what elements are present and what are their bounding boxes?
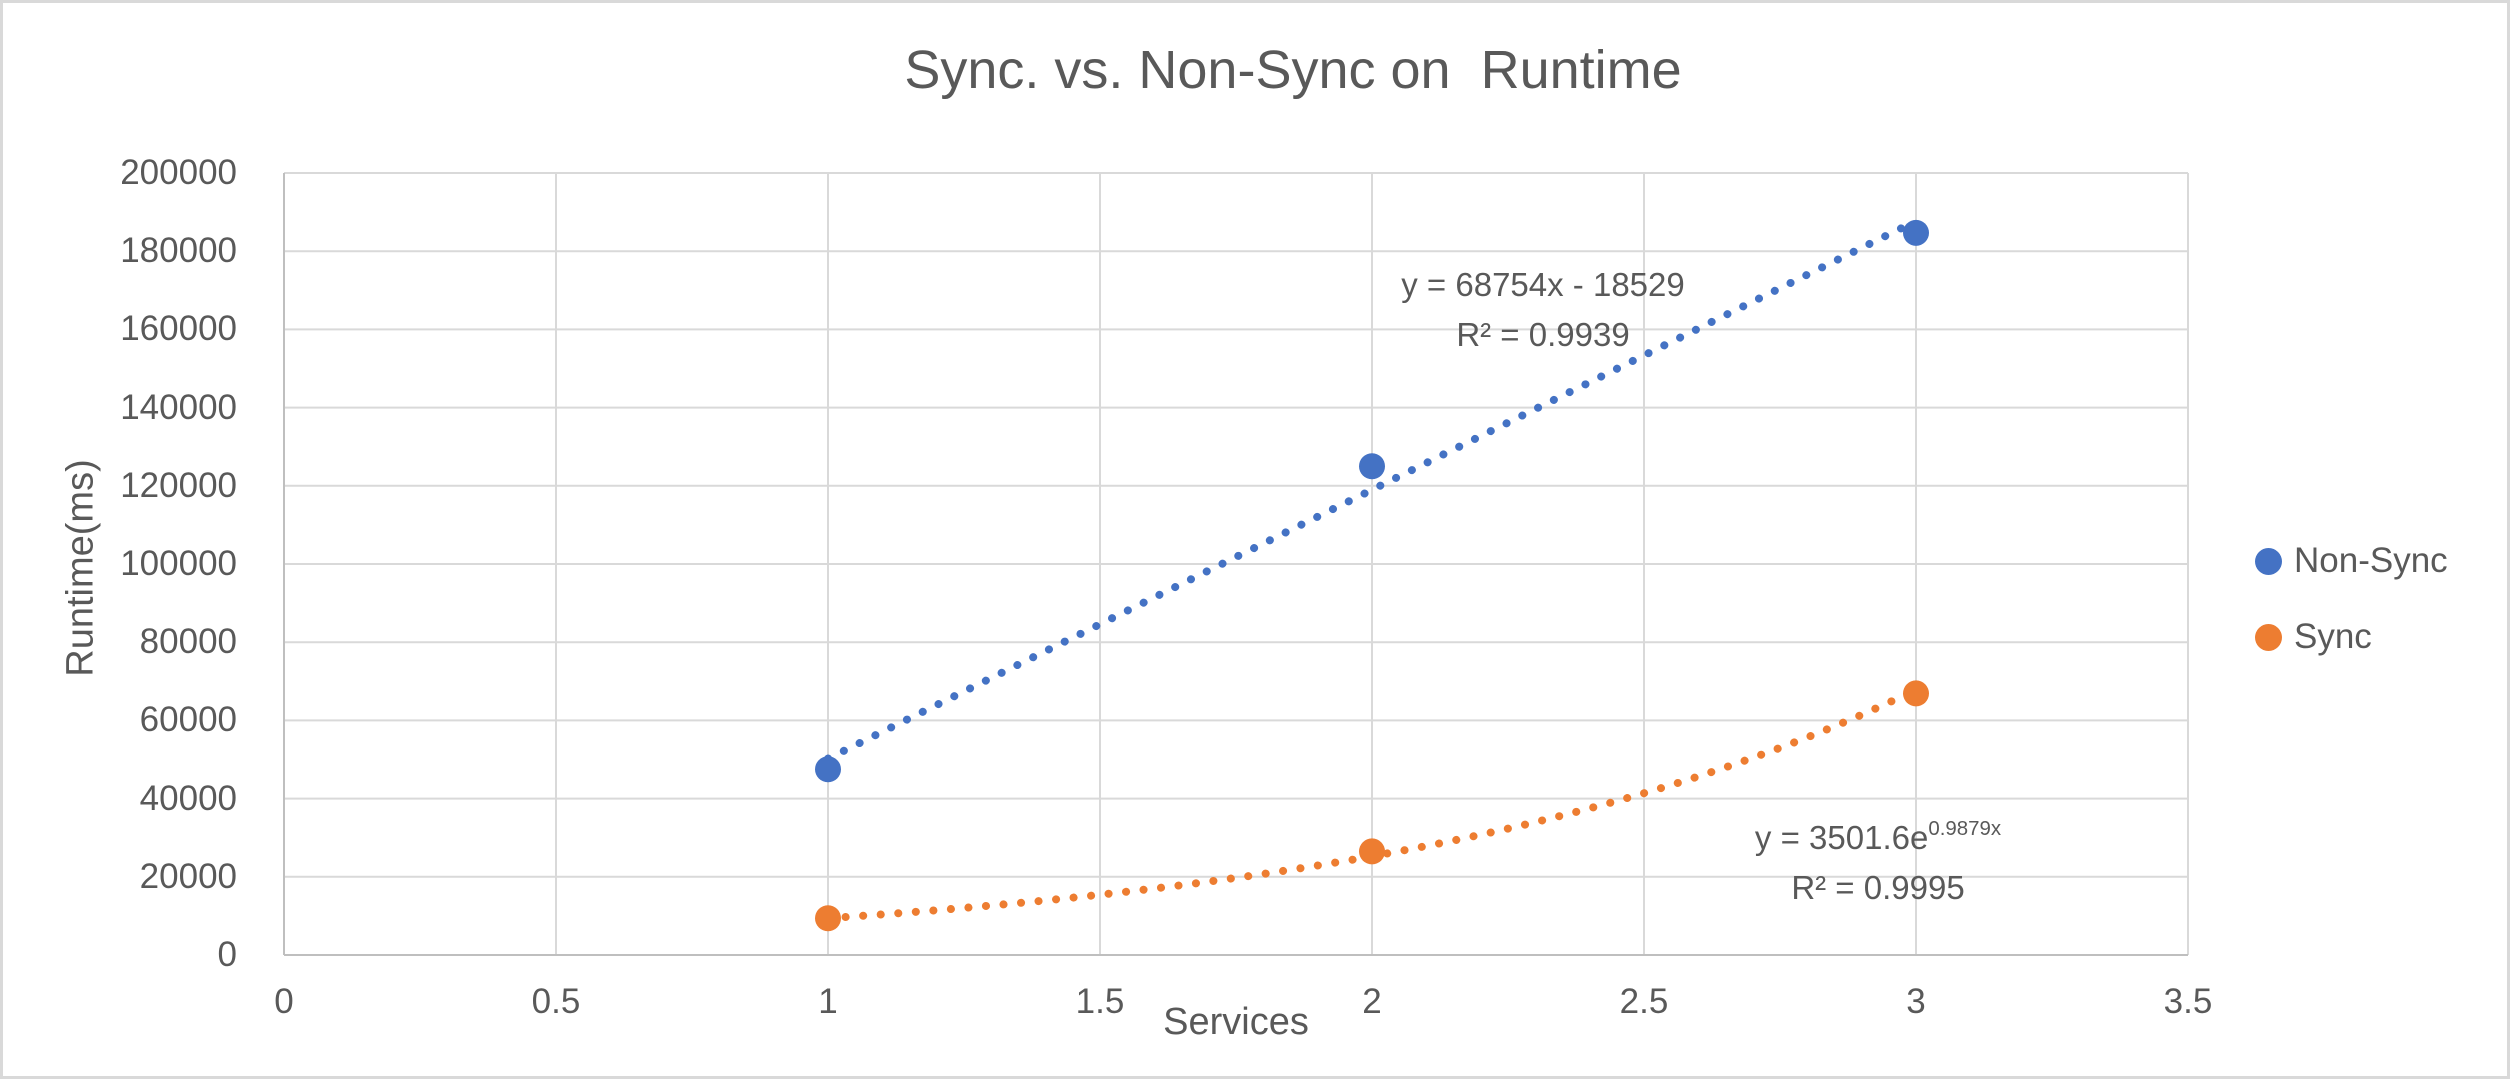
x-axis-title: Services — [1163, 1001, 1309, 1043]
legend-item-nonsync: Non-Sync — [2255, 541, 2448, 581]
legend: Non-Sync Sync — [2255, 541, 2448, 657]
data-point-non-sync — [1903, 219, 1929, 246]
x-tick-label: 3.5 — [2163, 982, 2213, 1021]
x-tick-label: 2 — [1362, 982, 1382, 1021]
trendline-r2-sync: R² = 0.9995 — [1791, 869, 1965, 906]
y-tick-label: 0 — [217, 935, 237, 974]
x-tick-label: 2.5 — [1619, 982, 1669, 1021]
chart-title: Sync. vs. Non-Sync on Runtime — [904, 40, 1682, 100]
y-tick-label: 60000 — [139, 700, 237, 740]
legend-marker-sync-icon — [2255, 623, 2282, 651]
legend-label-sync: Sync — [2294, 617, 2372, 656]
data-point-sync — [815, 905, 841, 932]
y-tick-label: 120000 — [120, 465, 237, 505]
data-point-sync — [1903, 680, 1929, 707]
y-tick-label: 180000 — [120, 231, 237, 271]
trendline-equation-sync-line: y = 3501.6e0.9879x — [1754, 816, 2002, 856]
plot-area — [283, 172, 2189, 956]
trendline-equation-nonsync: y = 68754x - 18529 R² = 0.9939 — [1333, 253, 1753, 360]
y-tick-label: 40000 — [139, 778, 237, 818]
legend-label-nonsync: Non-Sync — [2294, 541, 2448, 580]
trendline-equation-nonsync-line: y = 68754x - 18529 — [1401, 266, 1685, 303]
legend-marker-nonsync-icon — [2255, 547, 2282, 575]
y-tick-label: 80000 — [139, 622, 237, 662]
data-point-sync — [1359, 838, 1385, 865]
legend-item-sync: Sync — [2255, 617, 2448, 657]
x-tick-label: 1 — [818, 982, 838, 1021]
data-point-non-sync — [815, 756, 841, 783]
y-tick-label: 200000 — [120, 153, 237, 192]
data-point-non-sync — [1359, 453, 1385, 480]
x-tick-label: 3 — [1906, 982, 1926, 1021]
x-tick-label: 0 — [274, 982, 294, 1021]
trendline-equation-sync: y = 3501.6e0.9879x R² = 0.9995 — [1668, 806, 2088, 913]
trendline-r2-nonsync: R² = 0.9939 — [1456, 316, 1630, 353]
x-tick-label: 1.5 — [1075, 982, 1125, 1021]
y-axis-title: Runtime(ms) — [59, 459, 102, 677]
y-tick-label: 160000 — [120, 309, 237, 349]
y-tick-label: 100000 — [120, 544, 237, 583]
y-tick-label: 20000 — [139, 856, 237, 896]
y-tick-label: 140000 — [120, 387, 237, 427]
x-tick-label: 0.5 — [531, 982, 581, 1021]
